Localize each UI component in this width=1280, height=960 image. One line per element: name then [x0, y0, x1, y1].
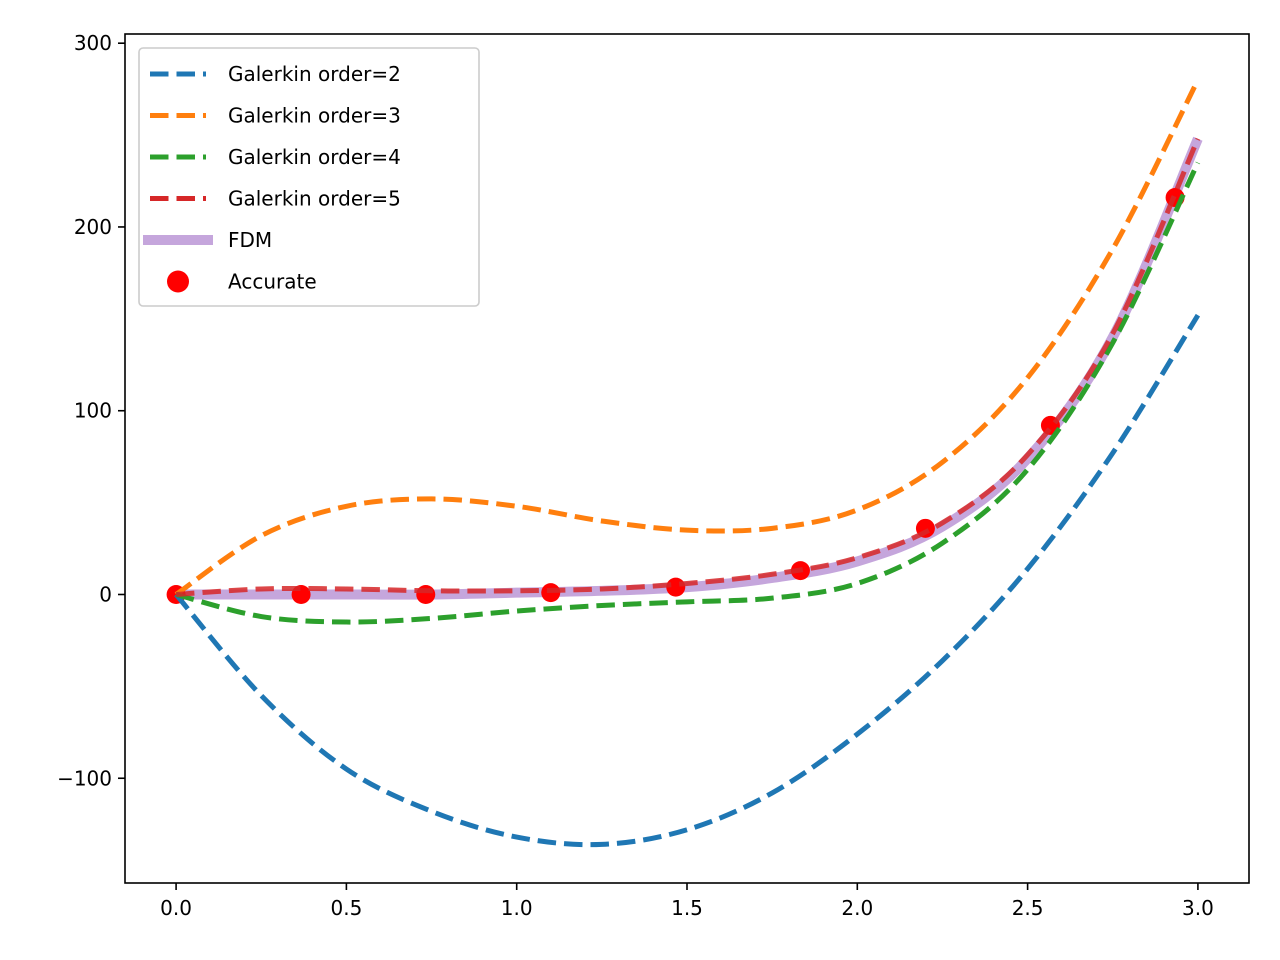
y-tick-label: 0 [99, 582, 112, 606]
legend-label: Accurate [228, 270, 317, 294]
series-line-galerkin-order-2 [174, 313, 1201, 848]
y-tick-label: 200 [74, 215, 112, 239]
x-tick-label: 0.0 [160, 896, 192, 920]
legend-marker [167, 270, 189, 293]
x-tick-label: 1.0 [501, 896, 533, 920]
y-tick-label: 300 [74, 31, 112, 55]
y-tick-label: −100 [57, 766, 112, 790]
series-line-galerkin-order-4 [175, 161, 1201, 625]
legend-label: Galerkin order=4 [228, 145, 401, 169]
legend-label: FDM [228, 228, 272, 252]
x-tick-label: 3.0 [1182, 896, 1214, 920]
legend-label: Galerkin order=5 [228, 187, 401, 211]
legend: Galerkin order=2 Galerkin order=3 Galerkin… [138, 47, 480, 307]
legend-label: Galerkin order=3 [228, 104, 401, 128]
series-layer [166, 78, 1203, 848]
x-tick-label: 0.5 [330, 896, 362, 920]
y-tick-label: 100 [74, 399, 112, 423]
legend-box [138, 47, 480, 307]
x-tick-label: 2.0 [841, 896, 873, 920]
legend-label: Galerkin order=2 [228, 62, 401, 86]
x-tick-label: 2.5 [1012, 896, 1044, 920]
axis-layer: 0.0 0.5 1.0 1.5 2.0 2.5 3.0 −100 0 100 200 300 [57, 31, 1214, 920]
series-line-galerkin-order-3 [174, 78, 1201, 597]
data-point-accurate-2 [416, 584, 436, 604]
x-tick-label: 1.5 [671, 896, 703, 920]
series-line-galerkin-order-5 [175, 137, 1201, 597]
